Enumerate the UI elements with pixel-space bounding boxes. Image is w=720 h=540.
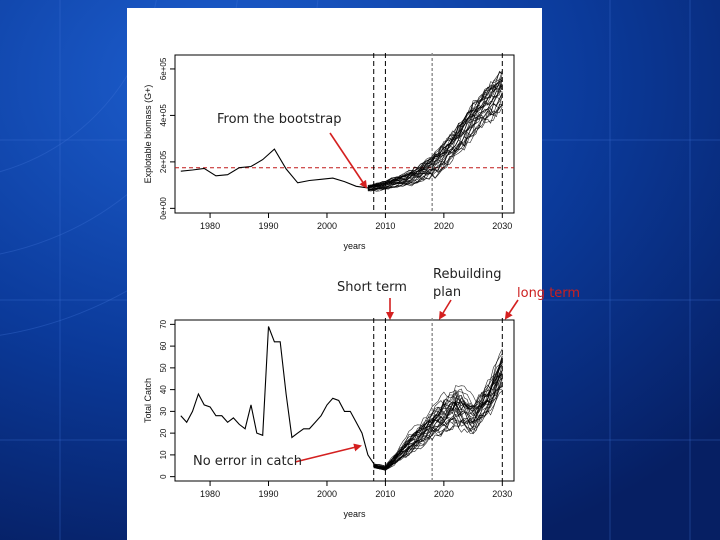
projection-run — [367, 71, 503, 188]
y-tick-label: 6e+05 — [159, 57, 168, 80]
plot-frame — [174, 54, 515, 214]
x-tick-label: 2030 — [492, 489, 512, 499]
y-tick-label: 4e+05 — [159, 104, 168, 127]
x-tick-label: 1980 — [200, 221, 220, 231]
x-tick-label: 1990 — [259, 221, 279, 231]
projection-run — [367, 103, 503, 192]
y-tick-label: 2e+05 — [159, 150, 168, 173]
projection-run — [367, 94, 503, 190]
annotation-long-term: long term — [517, 286, 581, 301]
projection-run — [367, 77, 503, 189]
annotation-rebuilding-line2: plan — [433, 285, 462, 300]
x-tick-label: 2010 — [375, 489, 395, 499]
x-tick-label: 1980 — [200, 489, 220, 499]
projection-run — [373, 388, 503, 471]
y-tick-label: 20 — [159, 428, 168, 437]
y-tick-label: 0 — [159, 474, 168, 479]
projection-run — [367, 74, 503, 186]
x-axis-title: years — [343, 509, 366, 519]
x-tick-label: 2000 — [317, 221, 337, 231]
projection-run — [367, 79, 503, 187]
projection-run — [367, 96, 503, 190]
catch-chart: 1980 1990 2000 2010 2020 2030010203040506070y… — [143, 318, 515, 519]
arrow-no-error — [294, 443, 362, 463]
biomass-chart: 1980 1990 2000 2010 2020 2030 0e+00 2e+05 4e+05 6… — [143, 53, 515, 251]
projection-run — [373, 356, 503, 468]
projection-run — [367, 87, 503, 190]
x-axis-title: years — [343, 241, 366, 251]
y-tick-label: 40 — [159, 385, 168, 394]
y-tick-label: 10 — [159, 450, 168, 459]
projection-run — [373, 385, 503, 470]
figure-panel — [127, 8, 542, 540]
projection-run — [373, 372, 503, 470]
annotation-bootstrap: From the bootstrap — [217, 112, 342, 127]
y-axis-title: Total Catch — [143, 378, 153, 423]
projection-run — [373, 353, 503, 468]
y-tick-label: 60 — [159, 341, 168, 350]
x-tick-label: 2020 — [434, 221, 454, 231]
annotation-no-error: No error in catch — [193, 454, 302, 469]
projection-run — [367, 76, 503, 189]
y-tick-label: 50 — [159, 363, 168, 372]
x-tick-label: 2030 — [492, 221, 512, 231]
arrow-bootstrap — [329, 132, 368, 189]
projection-run — [373, 355, 503, 468]
x-tick-label: 2010 — [375, 221, 395, 231]
y-tick-label: 0e+00 — [159, 197, 168, 220]
projection-run — [373, 348, 503, 466]
history-line — [180, 148, 368, 189]
projection-run — [373, 357, 503, 468]
arrow-long-term — [504, 299, 519, 320]
projection-run — [367, 85, 503, 188]
projection-run — [373, 377, 503, 470]
y-tick-label: 70 — [159, 319, 168, 328]
projection-run — [367, 91, 503, 189]
projection-run — [373, 373, 503, 470]
x-tick-label: 2020 — [434, 489, 454, 499]
y-tick-label: 30 — [159, 406, 168, 415]
projection-run — [367, 102, 503, 192]
y-axis-title: Explotable biomass (G+) — [143, 85, 153, 184]
annotation-arrows — [294, 132, 519, 463]
plot-frame — [174, 319, 515, 482]
projection-run — [367, 86, 503, 190]
x-tick-label: 1990 — [259, 489, 279, 499]
projection-run — [367, 84, 503, 187]
projection-run — [373, 364, 503, 468]
arrow-rebuilding — [438, 299, 452, 320]
annotation-short-term: Short term — [337, 280, 407, 295]
history-line — [180, 326, 375, 464]
annotation-rebuilding-line1: Rebuilding — [433, 267, 502, 282]
projection-run — [373, 381, 503, 470]
x-tick-label: 2000 — [317, 489, 337, 499]
